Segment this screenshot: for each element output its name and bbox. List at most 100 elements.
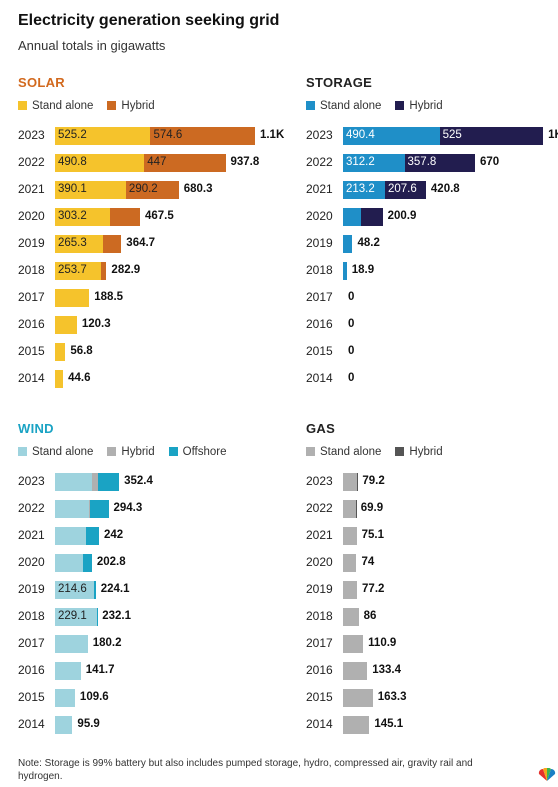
total-value-label: 352.4 — [124, 475, 153, 487]
bar-segment-stand-alone — [343, 608, 359, 626]
legend-item-stand-alone: Stand alone — [306, 446, 381, 458]
total-value-label: 141.7 — [86, 664, 115, 676]
segment-value-label: 525.2 — [58, 129, 87, 141]
legend-label: Offshore — [183, 446, 227, 458]
bar-segment-stand-alone — [55, 716, 72, 734]
segment-value-label: 525 — [443, 129, 462, 141]
bar-segment-offshore — [90, 500, 108, 518]
legend-item-offshore: Offshore — [169, 446, 227, 458]
year-label: 2022 — [306, 501, 333, 515]
total-value-label: 937.8 — [231, 156, 260, 168]
legend-label: Stand alone — [32, 446, 93, 458]
bar-segment-stand-alone — [343, 554, 356, 572]
bar-segment-offshore — [94, 581, 96, 599]
bar-segment-stand-alone — [343, 208, 361, 226]
year-label: 2018 — [306, 609, 333, 623]
segment-value-label: 447 — [147, 156, 166, 168]
segment-value-label: 253.7 — [58, 264, 87, 276]
segment-value-label: 265.3 — [58, 237, 87, 249]
total-value-label: 202.8 — [97, 556, 126, 568]
bar-segment-hybrid — [101, 262, 106, 280]
segment-value-label: 290.2 — [129, 183, 158, 195]
year-label: 2018 — [306, 263, 333, 277]
year-label: 2018 — [18, 609, 45, 623]
total-value-label: 294.3 — [114, 502, 143, 514]
bar-segment-stand-alone — [343, 473, 357, 491]
legend-item-hybrid: Hybrid — [107, 446, 154, 458]
bar-segment-stand-alone — [55, 662, 81, 680]
total-value-label: 1.1K — [260, 129, 284, 141]
legend-swatch — [306, 447, 315, 456]
bar-row-2022: 2022 69.9 — [306, 500, 556, 518]
bar-segment-stand-alone — [343, 662, 367, 680]
total-value-label: 224.1 — [101, 583, 130, 595]
total-value-label: 86 — [364, 610, 377, 622]
year-label: 2020 — [306, 555, 333, 569]
legend-label: Hybrid — [121, 100, 154, 112]
total-value-label: 680.3 — [184, 183, 213, 195]
year-label: 2017 — [18, 290, 45, 304]
legend-swatch — [395, 447, 404, 456]
segment-value-label: 229.1 — [58, 610, 87, 622]
year-label: 2023 — [306, 474, 333, 488]
total-value-label: 420.8 — [431, 183, 460, 195]
total-value-label: 200.9 — [388, 210, 417, 222]
bar-segment-stand-alone — [55, 500, 89, 518]
year-label: 2014 — [306, 717, 333, 731]
legend-swatch — [306, 101, 315, 110]
bar-segment-offshore — [98, 473, 119, 491]
bar-segment-offshore — [86, 527, 99, 545]
bar-segment-stand-alone — [343, 527, 357, 545]
bar-segment-stand-alone — [55, 289, 89, 307]
year-label: 2020 — [18, 209, 45, 223]
year-label: 2017 — [306, 290, 333, 304]
bar-segment-hybrid — [103, 235, 121, 253]
bar-segment-stand-alone — [55, 554, 83, 572]
legend-label: Stand alone — [320, 446, 381, 458]
legend-item-hybrid: Hybrid — [395, 100, 442, 112]
legend-label: Stand alone — [320, 100, 381, 112]
bar-segment-stand-alone — [55, 527, 86, 545]
year-label: 2015 — [306, 344, 333, 358]
year-label: 2020 — [18, 555, 45, 569]
total-value-label: 74 — [361, 556, 374, 568]
bar-row-2020: 2020 74 — [306, 554, 556, 572]
total-value-label: 75.1 — [362, 529, 384, 541]
total-value-label: 0 — [348, 291, 354, 303]
total-value-label: 1K — [548, 129, 558, 141]
wind-legend: Stand alone Hybrid Offshore — [18, 446, 241, 458]
legend-swatch — [18, 447, 27, 456]
total-value-label: 69.9 — [361, 502, 383, 514]
bar-segment-stand-alone — [343, 716, 369, 734]
total-value-label: 44.6 — [68, 372, 90, 384]
total-value-label: 109.6 — [80, 691, 109, 703]
total-value-label: 18.9 — [352, 264, 374, 276]
